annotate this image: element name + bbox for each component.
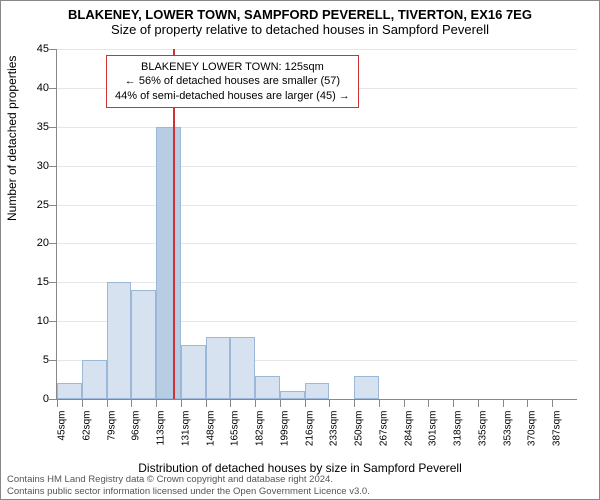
annotation-box: BLAKENEY LOWER TOWN: 125sqm ← 56% of det…: [106, 55, 359, 108]
histogram-bar: [156, 127, 181, 399]
y-tick-label: 30: [19, 160, 49, 172]
chart-container: BLAKENEY, LOWER TOWN, SAMPFORD PEVERELL,…: [0, 0, 600, 500]
x-tick: [329, 399, 330, 407]
y-tick-label: 40: [19, 82, 49, 94]
y-tick: [49, 360, 57, 361]
histogram-bar: [82, 360, 107, 399]
x-tick: [280, 399, 281, 407]
x-tick: [131, 399, 132, 407]
x-tick: [181, 399, 182, 407]
y-tick: [49, 205, 57, 206]
x-tick: [453, 399, 454, 407]
x-tick: [107, 399, 108, 407]
grid-line: [57, 49, 577, 50]
histogram-bar: [305, 383, 330, 399]
x-tick: [503, 399, 504, 407]
y-tick-label: 25: [19, 199, 49, 211]
histogram-bar: [230, 337, 255, 399]
x-tick: [428, 399, 429, 407]
y-tick-label: 0: [19, 393, 49, 405]
histogram-bar: [206, 337, 231, 399]
x-tick: [527, 399, 528, 407]
grid-line: [57, 282, 577, 283]
x-tick: [305, 399, 306, 407]
x-tick: [552, 399, 553, 407]
annotation-line3: 44% of semi-detached houses are larger (…: [115, 89, 350, 103]
plot-area: 05101520253035404545sqm62sqm79sqm96sqm11…: [56, 49, 576, 399]
y-tick: [49, 282, 57, 283]
x-tick: [206, 399, 207, 407]
grid-line: [57, 127, 577, 128]
histogram-bar: [255, 376, 280, 399]
y-tick: [49, 127, 57, 128]
x-tick: [478, 399, 479, 407]
y-axis-title: Number of detached properties: [5, 56, 19, 221]
y-tick: [49, 321, 57, 322]
x-tick: [57, 399, 58, 407]
y-tick: [49, 88, 57, 89]
y-tick: [49, 166, 57, 167]
y-tick-label: 15: [19, 276, 49, 288]
grid-line: [57, 205, 577, 206]
x-tick: [156, 399, 157, 407]
histogram-bar: [354, 376, 379, 399]
y-tick: [49, 49, 57, 50]
x-tick: [404, 399, 405, 407]
x-tick: [354, 399, 355, 407]
annotation-line1: BLAKENEY LOWER TOWN: 125sqm: [115, 60, 350, 74]
chart-title: BLAKENEY, LOWER TOWN, SAMPFORD PEVERELL,…: [1, 1, 599, 22]
x-tick: [379, 399, 380, 407]
x-axis-title: Distribution of detached houses by size …: [1, 461, 599, 475]
x-tick: [82, 399, 83, 407]
footer: Contains HM Land Registry data © Crown c…: [7, 474, 370, 497]
x-tick: [230, 399, 231, 407]
annotation-line2: ← 56% of detached houses are smaller (57…: [115, 74, 350, 88]
chart-subtitle: Size of property relative to detached ho…: [1, 22, 599, 39]
footer-line2: Contains public sector information licen…: [7, 486, 370, 497]
y-tick: [49, 399, 57, 400]
histogram-bar: [107, 282, 132, 399]
y-tick: [49, 243, 57, 244]
y-tick-label: 10: [19, 315, 49, 327]
histogram-bar: [181, 345, 206, 399]
y-tick-label: 35: [19, 121, 49, 133]
x-tick: [255, 399, 256, 407]
y-tick-label: 5: [19, 354, 49, 366]
grid-line: [57, 243, 577, 244]
y-tick-label: 45: [19, 43, 49, 55]
histogram-bar: [57, 383, 82, 399]
histogram-bar: [280, 391, 305, 399]
histogram-bar: [131, 290, 156, 399]
footer-line1: Contains HM Land Registry data © Crown c…: [7, 474, 370, 485]
grid-line: [57, 166, 577, 167]
y-tick-label: 20: [19, 237, 49, 249]
